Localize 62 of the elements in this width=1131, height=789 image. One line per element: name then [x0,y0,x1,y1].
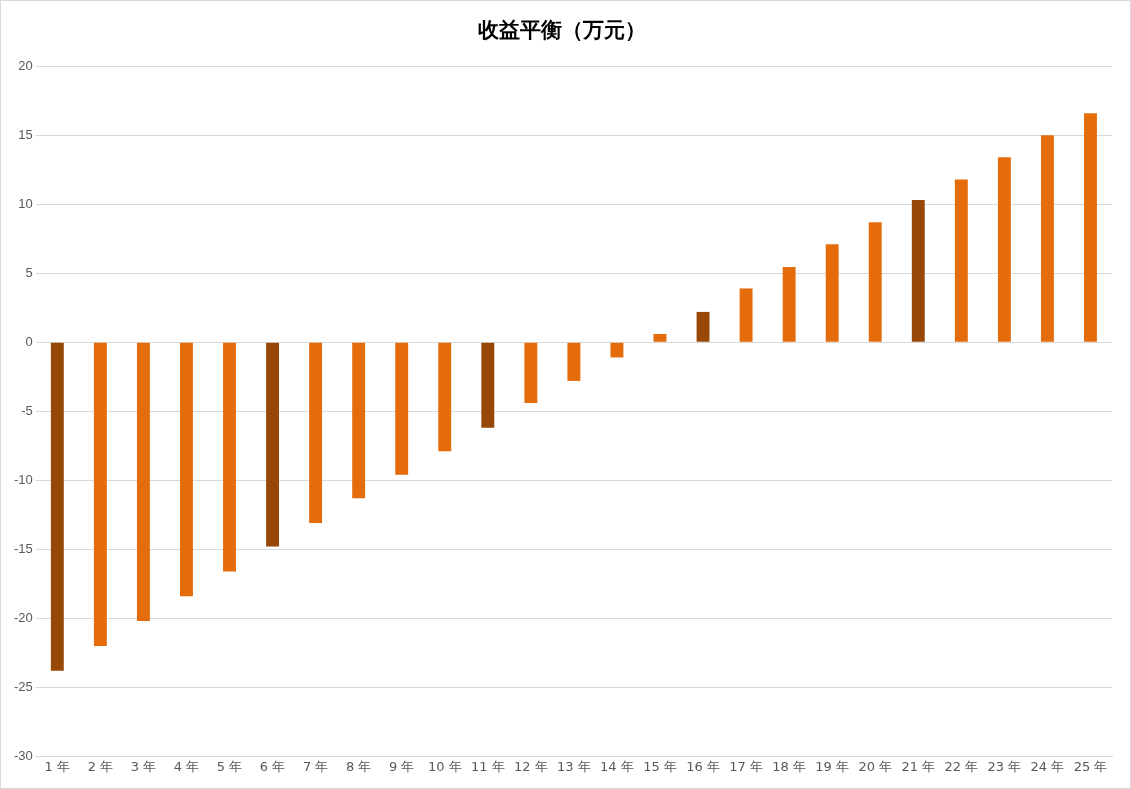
bar [481,342,495,428]
x-tick-label: 5 年 [216,758,243,774]
x-tick-label: 16 年 [686,758,720,774]
x-tick-label: 13 年 [557,758,591,774]
x-tick-label: 21 年 [901,758,936,774]
bar [266,342,280,547]
bar [954,179,968,342]
bar [739,288,753,342]
y-tick-label: -5 [21,402,33,418]
y-tick-label: -20 [13,609,33,625]
bar [825,244,839,342]
x-tick-label: 15 年 [643,758,677,774]
bar [653,334,667,342]
bar [782,267,796,342]
x-tick-label: 23 年 [987,758,1022,774]
x-tick-label: 7 年 [302,758,329,774]
x-tick-label: 4 年 [173,758,200,774]
x-tick-label: 1 年 [44,758,71,774]
bar [93,342,107,646]
bar [352,342,366,499]
bar [50,342,64,671]
x-tick-label: 19 年 [815,758,850,774]
bar [997,157,1011,342]
y-tick-label: -30 [13,747,33,763]
y-tick-label: -15 [13,540,33,556]
bar [567,342,581,381]
bar [395,342,409,475]
y-tick-label: 10 [18,195,33,211]
x-tick-label: 18 年 [772,758,806,774]
y-tick-label: 0 [25,333,33,349]
bar [610,342,624,358]
x-tick-label: 24 年 [1030,758,1065,774]
x-tick-label: 11 年 [470,758,505,774]
bar [438,342,452,452]
bar [1084,113,1097,342]
x-tick-label: 22 年 [944,758,979,774]
x-tick-label: 25 年 [1073,758,1108,774]
bar [223,342,236,572]
bar [911,200,925,342]
bar [524,342,538,404]
x-tick-label: 10 年 [427,758,462,774]
y-tick-label: 15 [18,126,33,142]
x-tick-label: 17 年 [729,758,763,774]
y-tick-label: 20 [18,57,33,73]
bar [1040,135,1054,342]
x-tick-label: 2 年 [87,758,114,774]
x-tick-label: 3 年 [130,758,157,774]
x-tick-label: 12 年 [514,758,548,774]
chart-title: 收益平衡（万元） [477,18,646,43]
bar [180,342,193,597]
x-tick-label: 14 年 [600,758,634,774]
bar [868,222,882,342]
x-tick-label: 6 年 [259,758,286,774]
x-tick-label: 20 年 [858,758,893,774]
bar [309,342,323,524]
y-tick-label: -10 [13,471,33,487]
bar [136,342,150,622]
x-tick-label: 9 年 [389,758,415,774]
y-tick-label: -25 [13,678,33,694]
x-tick-label: 8 年 [345,758,372,774]
y-tick-label: 5 [25,264,33,280]
bar [696,311,710,342]
